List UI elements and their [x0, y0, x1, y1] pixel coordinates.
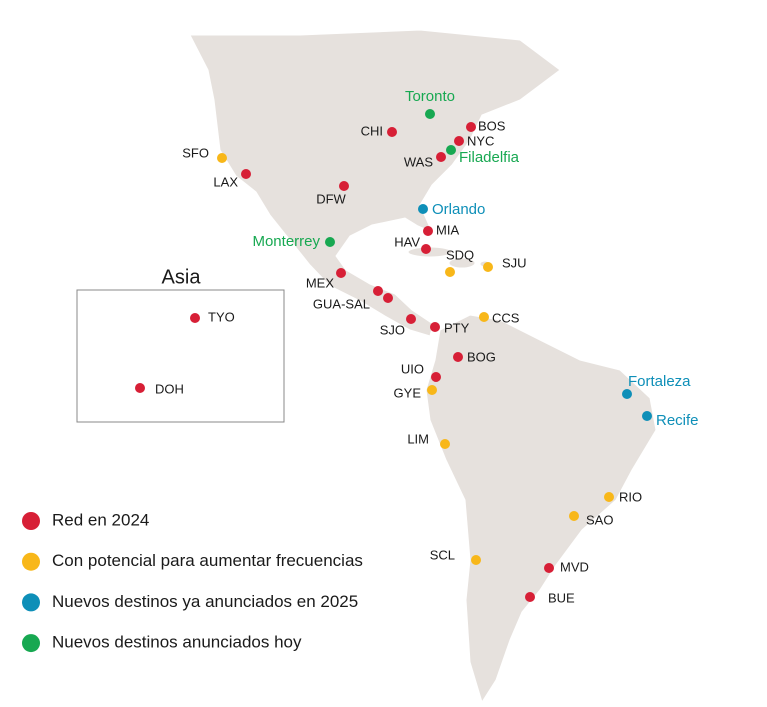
city-label: BOS	[478, 118, 506, 133]
legend-dot	[22, 512, 40, 530]
inset-box	[76, 289, 285, 423]
city-dot	[135, 383, 145, 393]
city-dot	[445, 267, 455, 277]
city-label: DOH	[155, 381, 184, 396]
north-america	[189, 29, 561, 337]
hispaniola	[448, 257, 476, 269]
city-label: Recife	[656, 412, 699, 429]
city-dot	[471, 555, 481, 565]
city-dot	[190, 313, 200, 323]
city-dot	[427, 385, 437, 395]
city-label: CCS	[492, 310, 520, 325]
city-label: BUE	[548, 590, 575, 605]
city-label: SDQ	[446, 247, 474, 262]
city-dot	[483, 262, 493, 272]
city-label: MVD	[560, 559, 589, 574]
city-dot	[325, 237, 335, 247]
city-dot	[544, 563, 554, 573]
city-label: MEX	[306, 275, 335, 290]
city-dot	[454, 136, 464, 146]
city-label: LAX	[213, 174, 238, 189]
city-label: CHI	[361, 123, 383, 138]
city-dot	[642, 411, 652, 421]
city-label: LIM	[407, 431, 429, 446]
city-dot	[418, 204, 428, 214]
city-label: BOG	[467, 349, 496, 364]
city-label: Monterrey	[252, 233, 320, 250]
city-label: Toronto	[405, 88, 455, 105]
city-dot	[425, 109, 435, 119]
legend-dot	[22, 552, 40, 571]
city-label: RIO	[619, 489, 642, 504]
city-dot	[453, 352, 463, 362]
city-dot	[339, 181, 349, 191]
city-label: UIO	[401, 361, 424, 376]
city-label: SCL	[430, 547, 455, 562]
city-label: GUA-SAL	[313, 296, 370, 311]
city-label: SJO	[380, 322, 405, 337]
city-dot	[430, 322, 440, 332]
city-dot	[373, 286, 383, 296]
city-label: Orlando	[432, 201, 485, 218]
city-dot	[466, 122, 476, 132]
city-dot	[406, 314, 416, 324]
city-dot	[525, 592, 535, 602]
city-dot	[336, 268, 346, 278]
city-dot	[431, 372, 441, 382]
city-label: SAO	[586, 512, 613, 527]
city-label: Fortaleza	[628, 373, 691, 390]
city-dot	[436, 152, 446, 162]
legend-label: Red en 2024	[52, 510, 149, 529]
city-dot	[387, 127, 397, 137]
city-label: WAS	[404, 154, 433, 169]
south-america	[425, 314, 657, 704]
city-dot	[241, 169, 251, 179]
city-label: GYE	[394, 385, 422, 400]
city-label: PTY	[444, 320, 470, 335]
city-dot	[383, 293, 393, 303]
inset-title: Asia	[162, 266, 202, 288]
city-dot	[440, 439, 450, 449]
city-dot	[421, 244, 431, 254]
city-label: HAV	[394, 234, 420, 249]
city-label: DFW	[316, 191, 346, 206]
city-label: TYO	[208, 309, 235, 324]
city-dot	[217, 153, 227, 163]
city-dot	[479, 312, 489, 322]
legend-label: Nuevos destinos anunciados hoy	[52, 633, 302, 652]
city-label: NYC	[467, 133, 494, 148]
legend-dot	[22, 593, 40, 612]
city-label: MIA	[436, 222, 459, 237]
city-dot	[423, 226, 433, 236]
city-label: Filadelfia	[459, 149, 520, 166]
city-dot	[622, 389, 632, 399]
legend-label: Nuevos destinos ya anunciados en 2025	[52, 592, 358, 611]
city-label: SFO	[182, 145, 209, 160]
city-dot	[446, 145, 456, 155]
city-dot	[569, 511, 579, 521]
legend-dot	[22, 634, 40, 653]
city-label: SJU	[502, 255, 527, 270]
legend-label: Con potencial para aumentar frecuencias	[52, 551, 363, 570]
city-dot	[604, 492, 614, 502]
